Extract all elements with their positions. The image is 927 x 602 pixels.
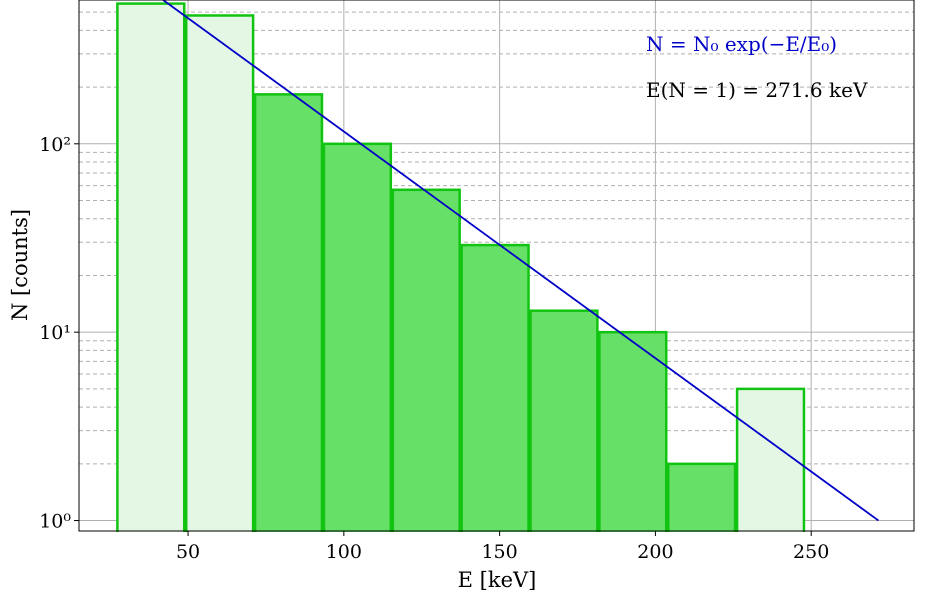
histogram-bar-fitted: [598, 330, 668, 545]
y-axis-label: N [counts]: [8, 209, 32, 321]
x-axis-label: E [keV]: [458, 568, 537, 592]
histogram-bar-fitted: [253, 93, 324, 545]
fit-result-annotation: E(N = 1) = 271.6 keV: [646, 78, 868, 102]
histogram-bar-fitted: [322, 142, 393, 545]
fit-formula-annotation: N = N₀ exp(−E/E₀): [646, 32, 837, 56]
histogram-bar-unfitted: [735, 387, 806, 545]
exponential-fit-line: [162, 0, 880, 522]
plot-frame: [78, 0, 915, 532]
x-tick-label: 150: [481, 541, 517, 563]
y-tick-label: 10¹: [39, 322, 71, 344]
fit-line-group: [162, 0, 880, 522]
x-tick-label: 100: [326, 541, 362, 563]
x-tick-label: 200: [637, 541, 673, 563]
histogram-bar-fitted: [460, 243, 530, 545]
x-tick-label: 250: [793, 541, 829, 563]
histogram-bar-fitted: [391, 188, 461, 545]
bottom-margin-mask: [0, 532, 927, 602]
x-tick-label: 50: [176, 541, 200, 563]
histogram-bar-fitted: [529, 309, 599, 545]
histogram-bar-unfitted: [116, 2, 186, 545]
axis-ticks: 50 100 150 200 250 10⁰ 10¹ 10²: [39, 134, 829, 563]
histogram-bar-unfitted: [184, 14, 255, 545]
y-tick-label: 10²: [39, 134, 71, 156]
y-tick-label: 10⁰: [39, 511, 71, 533]
